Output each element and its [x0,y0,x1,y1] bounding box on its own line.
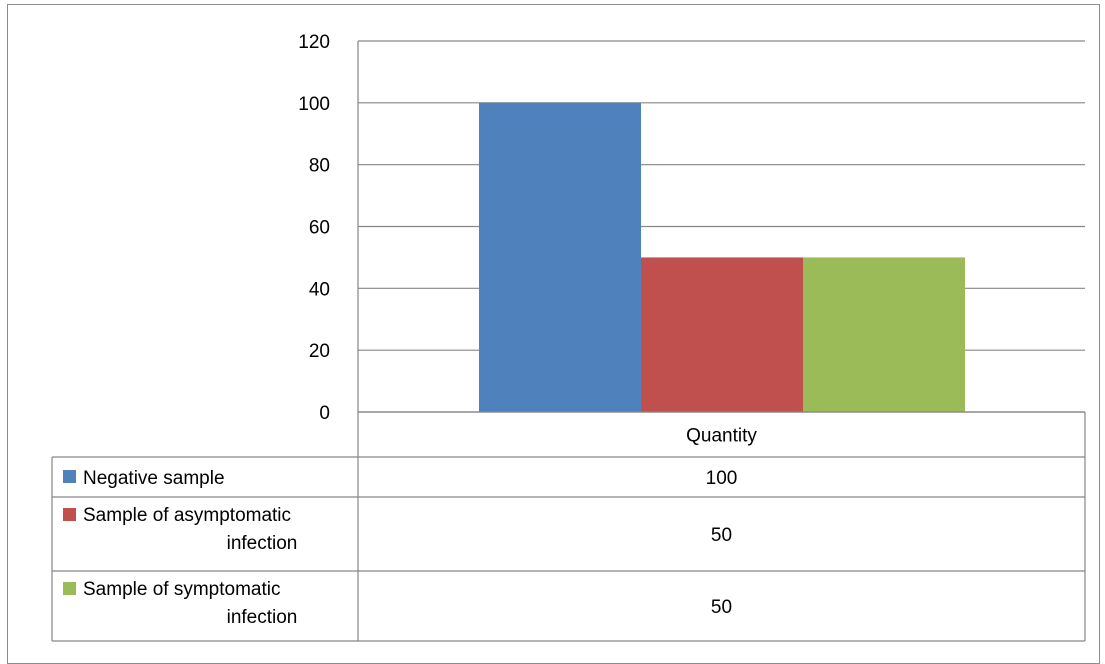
data-value: 100 [706,468,738,489]
y-tick-label: 100 [298,94,330,115]
bar-chart: 0 20 40 60 80 100 120 Quantity Negative sample 10… [51,32,1086,642]
y-tick-label: 80 [309,156,330,177]
legend-key [63,508,76,521]
bar-1 [479,102,641,412]
series-name: Sample of symptomatic infection [83,579,297,628]
series-name: Negative sample [83,468,225,489]
bar-3 [803,257,965,412]
y-tick-label: 20 [309,341,330,362]
y-tick-label: 40 [309,279,330,300]
data-value: 50 [711,525,732,546]
category-label: Quantity [686,426,757,447]
data-value: 50 [711,597,732,618]
y-tick-label: 120 [298,32,330,53]
bar-2 [641,257,803,412]
legend-key [63,582,76,595]
legend-key [63,470,76,483]
y-tick-label: 60 [309,218,330,239]
y-tick-label: 0 [319,403,330,424]
series-name: Sample of asymptomatic infection [83,505,297,554]
